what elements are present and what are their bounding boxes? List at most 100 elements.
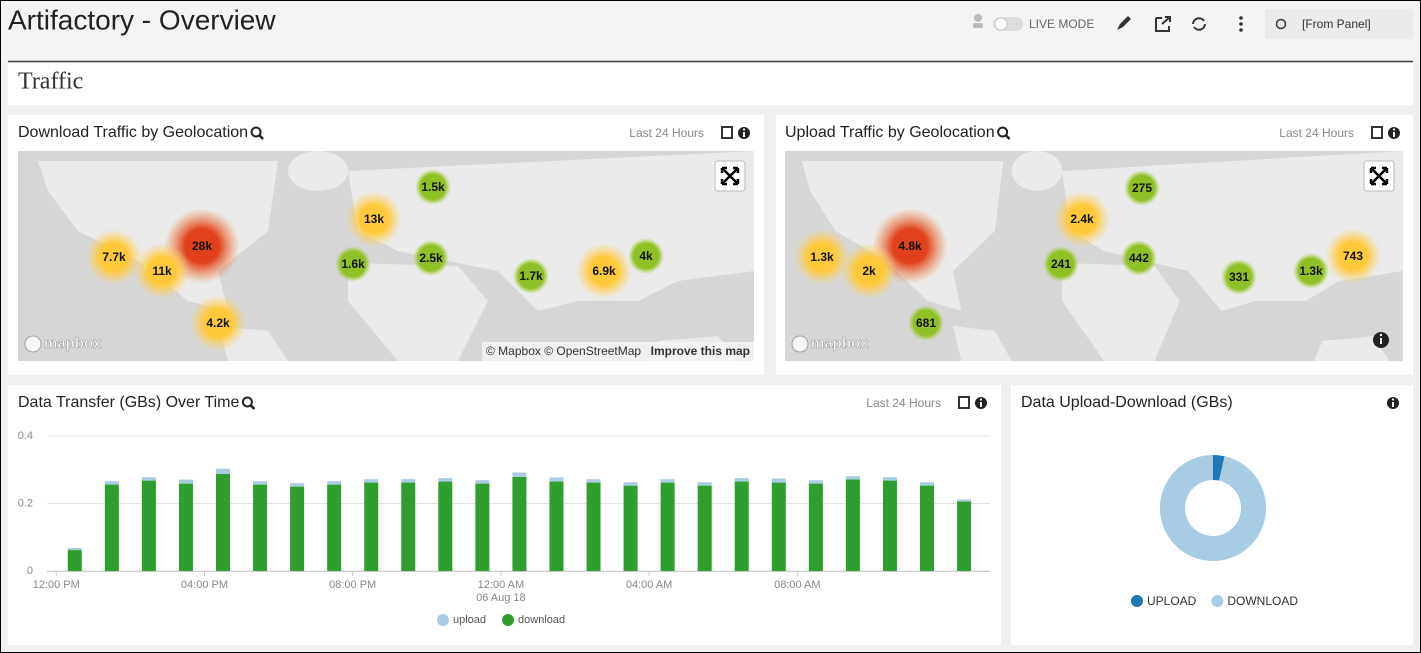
bar-segment xyxy=(809,484,823,571)
cluster-label: 331 xyxy=(1229,270,1249,284)
bar-segment xyxy=(105,481,119,484)
x-tick-label: 12:00 PM xyxy=(33,579,80,591)
cluster-label: 7.7k xyxy=(102,250,126,264)
panel xyxy=(1011,385,1413,645)
cluster-label: 743 xyxy=(1343,249,1363,263)
bar-segment xyxy=(772,479,786,483)
bar-segment xyxy=(698,486,712,571)
x-tick-date: 06 Aug 18 xyxy=(476,592,526,604)
section-title: Traffic xyxy=(18,69,83,95)
panel-time-range: Last 24 Hours xyxy=(629,126,704,140)
cluster-label: 1.3k xyxy=(1299,264,1323,278)
bar-segment xyxy=(179,484,193,571)
info-icon-dot xyxy=(1393,128,1395,130)
cluster-label: 1.3k xyxy=(810,250,834,264)
bar-segment xyxy=(735,482,749,571)
cluster-label: 1.7k xyxy=(519,269,543,283)
bar-segment xyxy=(549,482,563,571)
bar-segment xyxy=(438,482,452,571)
bar-segment xyxy=(290,487,304,571)
panel-title: Data Upload-Download (GBs) xyxy=(1021,394,1233,411)
bar-segment xyxy=(438,478,452,481)
bar-segment xyxy=(364,483,378,571)
x-tick-label: 08:00 PM xyxy=(329,579,376,591)
live-mode-label: LIVE MODE xyxy=(1029,17,1094,31)
legend-swatch[interactable] xyxy=(1131,595,1143,607)
more-icon[interactable] xyxy=(1239,16,1243,32)
panel-title: Upload Traffic by Geolocation xyxy=(785,124,995,141)
cluster-label: 11k xyxy=(152,264,172,278)
map-info[interactable] xyxy=(1373,332,1389,348)
bar-segment xyxy=(883,477,897,480)
cluster-label: 4.8k xyxy=(898,239,922,253)
bar-segment xyxy=(772,483,786,571)
panel-time-range: Last 24 Hours xyxy=(866,396,941,410)
x-tick-label: 04:00 AM xyxy=(626,579,672,591)
bar-segment xyxy=(624,482,638,485)
info-icon-dot xyxy=(1392,398,1394,400)
mapbox-logo: mapbox xyxy=(44,335,102,352)
expand-button[interactable] xyxy=(715,161,745,191)
mapbox-logo-icon xyxy=(25,336,41,352)
time-range: [From Panel] xyxy=(1302,17,1371,31)
y-tick-label: 0.2 xyxy=(18,497,33,509)
bar-segment xyxy=(512,477,526,571)
bar-segment xyxy=(587,483,601,571)
cluster-label: 1.6k xyxy=(341,257,365,271)
bar-segment xyxy=(68,548,82,550)
legend-swatch[interactable] xyxy=(502,614,514,626)
cluster-label: 2.5k xyxy=(419,251,443,265)
bar-segment xyxy=(327,485,341,571)
cluster-label: 28k xyxy=(192,239,212,253)
legend-label: upload xyxy=(453,614,486,626)
bar-segment xyxy=(735,478,749,481)
cluster-label: 1.5k xyxy=(421,180,445,194)
bar-segment xyxy=(920,482,934,485)
legend-swatch[interactable] xyxy=(437,614,449,626)
panel-time-range: Last 24 Hours xyxy=(1279,126,1354,140)
cluster-label: 2.4k xyxy=(1070,212,1094,226)
bar-segment xyxy=(661,483,675,571)
bar-segment xyxy=(661,479,675,482)
info-icon-mark xyxy=(743,132,745,137)
section-bar xyxy=(8,63,1413,105)
cluster-label: 275 xyxy=(1132,181,1152,195)
bar-segment xyxy=(68,550,82,571)
info-icon-mark xyxy=(980,402,982,407)
panel-title: Data Transfer (GBs) Over Time xyxy=(18,394,239,411)
bar-segment xyxy=(549,478,563,482)
cluster-label: 2k xyxy=(862,264,876,278)
bar-segment xyxy=(253,485,267,571)
bar-segment xyxy=(216,469,230,474)
improve-map-link[interactable]: Improve this map xyxy=(651,344,750,358)
bar-segment xyxy=(587,479,601,482)
bar-segment xyxy=(698,482,712,485)
legend-label: download xyxy=(518,614,565,626)
info-icon-mark xyxy=(1393,132,1395,137)
bar-segment xyxy=(290,483,304,486)
legend-label: DOWNLOAD xyxy=(1227,594,1298,608)
cluster-label: 681 xyxy=(916,316,936,330)
bar-segment xyxy=(142,481,156,571)
bar-segment xyxy=(401,479,415,482)
bar-segment xyxy=(253,481,267,484)
bar-segment xyxy=(216,474,230,571)
legend-label: UPLOAD xyxy=(1147,594,1197,608)
bar-segment xyxy=(809,480,823,483)
panel-title: Download Traffic by Geolocation xyxy=(18,124,248,141)
bar-segment xyxy=(105,485,119,571)
bar-segment xyxy=(179,480,193,484)
bar-segment xyxy=(475,480,489,483)
cluster-label: 241 xyxy=(1051,257,1071,271)
y-tick-label: 0 xyxy=(27,565,33,577)
bar-segment xyxy=(624,486,638,571)
bar-segment xyxy=(957,501,971,571)
legend-swatch[interactable] xyxy=(1211,595,1223,607)
bar-segment xyxy=(401,483,415,571)
cluster-label: 6.9k xyxy=(592,264,616,278)
bar-segment xyxy=(883,481,897,571)
x-tick-label: 08:00 AM xyxy=(774,579,820,591)
bar-segment xyxy=(846,480,860,571)
expand-button[interactable] xyxy=(1364,161,1394,191)
